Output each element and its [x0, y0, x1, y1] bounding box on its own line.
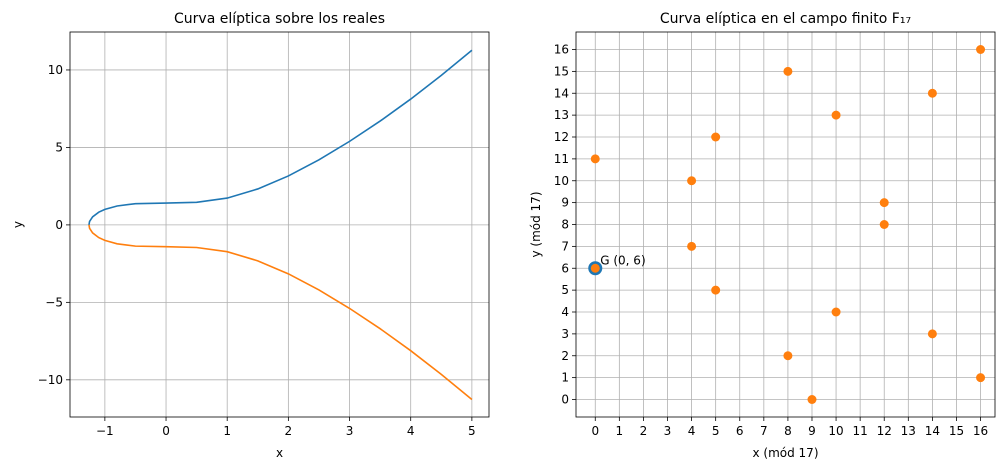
point: [976, 45, 986, 54]
y-tick-label: 2: [561, 349, 569, 363]
y-tick-label: 3: [561, 327, 569, 341]
y-tick-label: 8: [561, 218, 569, 232]
y-tick-label: 10: [48, 63, 63, 77]
x-axis-label: x: [276, 446, 283, 460]
axes-frame: [69, 31, 490, 418]
point: [711, 285, 721, 295]
x-tick-label: 4: [688, 424, 696, 438]
x-tick-label: 8: [784, 424, 792, 438]
y-axis-label: y (mód 17): [529, 191, 543, 257]
x-axis-label: x (mód 17): [752, 446, 818, 460]
x-tick-label: 1: [223, 424, 231, 438]
y-tick-label: 10: [554, 174, 569, 188]
x-tick-label: 15: [949, 424, 964, 438]
y-tick-label: 6: [561, 261, 569, 275]
x-tick-label: 4: [407, 424, 415, 438]
y-tick-label: 5: [561, 283, 569, 297]
x-tick-label: 14: [925, 424, 940, 438]
y-tick-label: −5: [45, 295, 63, 309]
y-tick-label: 13: [554, 108, 569, 122]
point: [927, 88, 937, 98]
point: [711, 132, 721, 142]
y-tick-label: 11: [554, 152, 569, 166]
point: [879, 198, 889, 208]
x-tick-label: 3: [664, 424, 672, 438]
curve: [88, 49, 473, 226]
point: [783, 66, 793, 76]
x-tick-label: 0: [591, 424, 599, 438]
point: [687, 241, 697, 251]
point: [590, 263, 600, 273]
curve: [88, 224, 473, 401]
x-tick-label: 0: [162, 424, 170, 438]
x-tick-label: 5: [468, 424, 476, 438]
x-tick-label: −1: [96, 424, 114, 438]
chart-title: Curva elíptica en el campo finito F₁₇: [660, 11, 911, 27]
y-tick-label: 0: [55, 218, 63, 232]
x-tick-label: 9: [808, 424, 816, 438]
x-tick-label: 5: [712, 424, 720, 438]
y-tick-label: 1: [561, 371, 569, 385]
y-axis-label: y: [11, 221, 25, 228]
y-tick-label: −10: [38, 373, 63, 387]
y-tick-label: 0: [561, 393, 569, 407]
y-tick-label: 7: [561, 239, 569, 253]
point: [687, 176, 697, 186]
point: [831, 307, 841, 317]
x-tick-label: 11: [853, 424, 868, 438]
y-tick-label: 16: [554, 43, 569, 57]
x-tick-label: 3: [346, 424, 354, 438]
point: [807, 395, 817, 404]
point: [783, 351, 793, 361]
x-tick-label: 7: [760, 424, 768, 438]
point: [879, 220, 889, 229]
annotation: G (0, 6): [600, 253, 645, 267]
point: [590, 154, 600, 164]
x-tick-label: 2: [285, 424, 293, 438]
x-tick-label: 2: [640, 424, 648, 438]
x-tick-label: 16: [973, 424, 988, 438]
point: [831, 110, 841, 120]
axes-frame: [575, 31, 996, 418]
y-tick-label: 14: [554, 86, 569, 100]
y-tick-label: 4: [561, 305, 569, 319]
x-tick-label: 12: [877, 424, 892, 438]
y-tick-label: 15: [554, 64, 569, 78]
y-tick-label: 12: [554, 130, 569, 144]
point: [927, 329, 937, 339]
x-tick-label: 10: [828, 424, 843, 438]
x-tick-label: 6: [736, 424, 744, 438]
point: [976, 373, 986, 383]
chart-title: Curva elíptica sobre los reales: [174, 11, 385, 27]
y-tick-label: 9: [561, 196, 569, 210]
x-tick-label: 13: [901, 424, 916, 438]
y-tick-label: 5: [55, 140, 63, 154]
x-tick-label: 1: [616, 424, 624, 438]
